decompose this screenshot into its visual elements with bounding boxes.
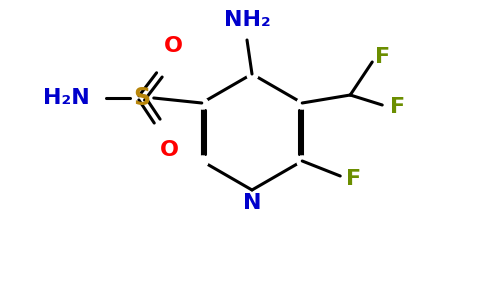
Text: F: F bbox=[375, 47, 391, 67]
Text: S: S bbox=[133, 86, 151, 110]
Text: F: F bbox=[390, 97, 406, 117]
Text: N: N bbox=[243, 193, 261, 213]
Text: O: O bbox=[160, 140, 179, 160]
Text: F: F bbox=[346, 169, 362, 189]
Text: H₂N: H₂N bbox=[43, 88, 90, 108]
Text: O: O bbox=[164, 36, 183, 56]
Text: NH₂: NH₂ bbox=[224, 10, 271, 30]
